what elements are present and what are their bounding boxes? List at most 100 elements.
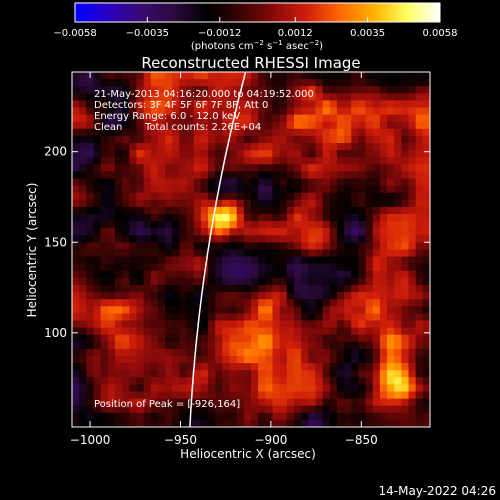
heatmap-cell	[336, 377, 345, 385]
heatmap-cell	[379, 370, 388, 378]
heatmap-cell	[301, 320, 309, 329]
heatmap-cell	[251, 391, 259, 400]
heatmap-cell	[422, 270, 430, 279]
heatmap-cell	[114, 405, 123, 414]
heatmap-cell	[136, 100, 145, 109]
heatmap-cell	[322, 206, 331, 215]
heatmap-cell	[279, 263, 288, 272]
heatmap-cell	[265, 214, 274, 222]
heatmap-cell	[422, 299, 430, 307]
heatmap-cell	[222, 171, 231, 180]
heatmap-cell	[315, 107, 324, 116]
heatmap-cell	[308, 299, 317, 307]
heatmap-cell	[336, 107, 345, 116]
heatmap-cell	[136, 327, 145, 336]
heatmap-cell	[93, 178, 102, 187]
heatmap-cell	[301, 306, 309, 314]
heatmap-cell	[379, 178, 388, 187]
heatmap-cell	[387, 384, 395, 393]
heatmap-cell	[415, 150, 424, 158]
heatmap-cell	[365, 121, 374, 130]
heatmap-cell	[387, 306, 395, 314]
heatmap-cell	[122, 121, 130, 130]
heatmap-cell	[401, 356, 410, 364]
heatmap-cell	[86, 306, 95, 314]
heatmap-cell	[415, 72, 424, 80]
heatmap-cell	[372, 206, 381, 215]
heatmap-cell	[351, 100, 359, 109]
method-label: Clean	[94, 122, 122, 133]
heatmap-cell	[208, 228, 216, 236]
heatmap-cell	[208, 277, 216, 286]
heatmap-cell	[258, 79, 266, 87]
heatmap-cell	[358, 242, 367, 251]
heatmap-cell	[422, 128, 430, 137]
heatmap-cell	[165, 249, 173, 258]
heatmap-cell	[229, 107, 238, 116]
heatmap-cell	[322, 277, 331, 286]
heatmap-cell	[258, 341, 266, 350]
heatmap-cell	[265, 107, 274, 116]
heatmap-cell	[243, 398, 252, 407]
heatmap-cell	[322, 419, 331, 427]
heatmap-cell	[72, 285, 80, 293]
heatmap-cell	[415, 192, 424, 201]
heatmap-cell	[143, 150, 152, 158]
heatmap-cell	[387, 235, 395, 243]
heatmap-cell	[344, 263, 352, 272]
heatmap-cell	[172, 214, 180, 222]
heatmap-cell	[122, 93, 130, 101]
heatmap-cell	[365, 164, 374, 172]
heatmap-cell	[208, 107, 216, 116]
heatmap-cell	[422, 306, 430, 314]
heatmap-cell	[365, 320, 374, 329]
heatmap-cell	[308, 79, 317, 87]
heatmap-cell	[401, 185, 410, 194]
heatmap-cell	[408, 171, 417, 180]
heatmap-cell	[379, 206, 388, 215]
heatmap-cell	[308, 391, 317, 400]
heatmap-cell	[100, 270, 109, 279]
heatmap-cell	[408, 114, 417, 123]
heatmap-cell	[301, 135, 309, 144]
heatmap-cell	[143, 185, 152, 194]
heatmap-cell	[329, 143, 338, 151]
heatmap-cell	[408, 235, 417, 243]
heatmap-cell	[93, 157, 102, 165]
heatmap-cell	[422, 277, 430, 286]
heatmap-cell	[229, 185, 238, 194]
heatmap-cell	[322, 412, 331, 421]
heatmap-cell	[243, 277, 252, 286]
heatmap-cell	[379, 384, 388, 393]
heatmap-cell	[344, 185, 352, 194]
heatmap-cell	[143, 384, 152, 393]
heatmap-cell	[415, 107, 424, 116]
heatmap-cell	[258, 107, 266, 116]
heatmap-cell	[258, 363, 266, 371]
heatmap-cell	[222, 157, 231, 165]
y-tick-label: 100	[44, 326, 67, 340]
heatmap-cell	[293, 107, 302, 116]
heatmap-cell	[79, 72, 87, 80]
heatmap-cell	[408, 313, 417, 322]
heatmap-cell	[136, 285, 145, 293]
heatmap-cell	[100, 114, 109, 123]
heatmap-cell	[200, 405, 209, 414]
heatmap-cell	[208, 100, 216, 109]
heatmap-cell	[379, 405, 388, 414]
heatmap-cell	[179, 306, 188, 314]
heatmap-cell	[336, 327, 345, 336]
heatmap-cell	[122, 334, 130, 343]
heatmap-cell	[351, 79, 359, 87]
heatmap-cell	[336, 412, 345, 421]
heatmap-cell	[251, 72, 259, 80]
heatmap-cell	[165, 178, 173, 187]
heatmap-cell	[215, 285, 223, 293]
heatmap-cell	[258, 157, 266, 165]
heatmap-cell	[258, 377, 266, 385]
heatmap-cell	[401, 256, 410, 265]
heatmap-cell	[165, 391, 173, 400]
heatmap-cell	[379, 185, 388, 194]
heatmap-cell	[301, 398, 309, 407]
heatmap-cell	[193, 143, 202, 151]
